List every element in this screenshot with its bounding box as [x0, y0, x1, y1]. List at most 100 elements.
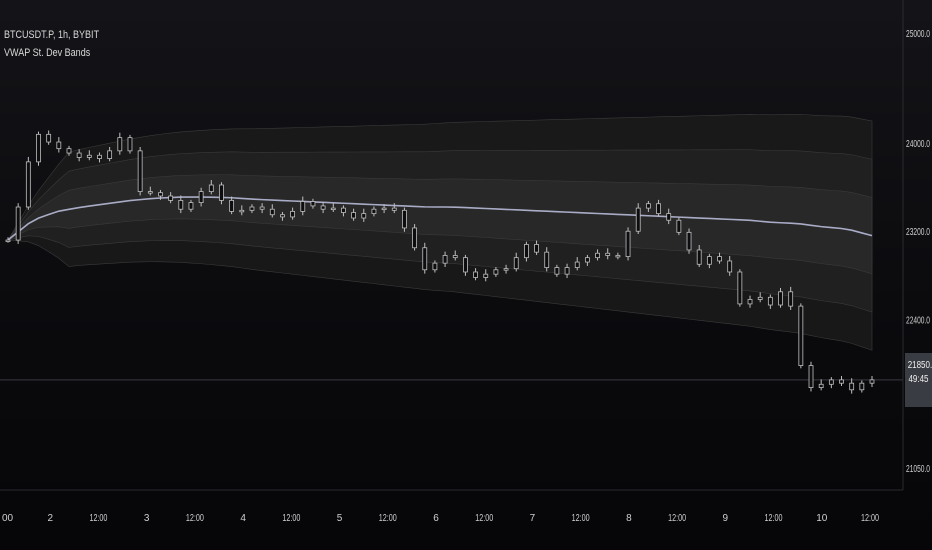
- candle-body: [625, 230, 631, 257]
- candle-body: [432, 262, 438, 271]
- candle-body: [656, 203, 661, 215]
- candle-body: [15, 206, 21, 241]
- candle-body: [686, 231, 692, 251]
- candle-body: [635, 207, 641, 232]
- candle-body: [452, 255, 458, 259]
- time-axis[interactable]: 00 2 12:00 3 12:00 4 12:00 5 12:00 6 12:00 7 12:00 8 1…: [2, 513, 879, 524]
- candle-body: [808, 365, 814, 388]
- candle-body: [249, 206, 255, 211]
- candle-body: [412, 227, 417, 249]
- vwap-line-group: [7, 196, 873, 241]
- candle-body: [696, 249, 702, 265]
- chart-legend: BTCUSDT.P, 1h, BYBIT VWAP St. Dev Bands: [4, 26, 99, 62]
- candle-body: [168, 195, 174, 201]
- candle-body: [666, 213, 672, 221]
- candle-body: [239, 209, 245, 213]
- time-tick-label: 9: [723, 513, 729, 524]
- candle-body: [147, 191, 153, 194]
- candle-body: [828, 379, 834, 385]
- candle-body: [513, 257, 519, 270]
- candle-body: [503, 268, 509, 271]
- time-tick-label: 8: [626, 513, 632, 524]
- candle-body: [554, 267, 560, 275]
- candle-body: [310, 201, 316, 207]
- time-tick-label: 12:00: [765, 513, 783, 524]
- time-tick-label: 00: [2, 513, 14, 524]
- candle-body: [361, 213, 367, 219]
- candle-body: [859, 382, 865, 391]
- candle-body: [595, 252, 600, 259]
- price-tick-label: 25000.0: [906, 29, 930, 40]
- time-tick-label: 12:00: [572, 513, 590, 524]
- candle-body: [839, 379, 844, 384]
- candle-body: [544, 251, 550, 268]
- candle-body: [422, 247, 428, 271]
- std-dev-bands: [7, 114, 873, 351]
- candle-body: [747, 299, 753, 305]
- time-tick-label: 4: [240, 513, 246, 524]
- candle-body: [717, 256, 722, 262]
- candle-body: [676, 219, 682, 233]
- time-tick-label: 12:00: [282, 513, 300, 524]
- candle-body: [767, 296, 773, 306]
- candle-body: [442, 255, 448, 264]
- candle-body: [137, 150, 143, 192]
- time-tick-label: 3: [144, 513, 150, 524]
- price-candles: [5, 130, 875, 394]
- indicator-label: VWAP St. Dev Bands: [4, 47, 91, 59]
- time-tick-label: 10: [816, 513, 828, 524]
- candle-body: [158, 192, 163, 197]
- candle-body: [402, 209, 407, 229]
- candle-body: [351, 212, 357, 219]
- candle-body: [849, 382, 855, 391]
- candle-body: [280, 214, 285, 218]
- candle-body: [300, 201, 306, 212]
- price-tick-label: 21050.0: [906, 464, 930, 475]
- candle-body: [86, 154, 92, 158]
- candle-body: [178, 200, 184, 210]
- candle-body: [645, 203, 651, 209]
- time-tick-label: 12:00: [475, 513, 493, 524]
- candle-body: [188, 202, 194, 210]
- current-price-value: 21850.0: [907, 360, 932, 371]
- time-tick-label: 12:00: [668, 513, 686, 524]
- candle-body: [818, 383, 824, 388]
- bar-countdown: 49:45: [908, 374, 929, 385]
- candle-body: [5, 239, 11, 242]
- candle-body: [66, 148, 72, 154]
- candle-body: [493, 269, 499, 275]
- candle-body: [25, 161, 31, 208]
- candle-body: [107, 150, 113, 159]
- candle-body: [97, 154, 102, 159]
- candle-body: [706, 256, 712, 265]
- candle-body: [127, 137, 133, 152]
- current-price-badge: 21850.0 49:45: [905, 353, 932, 407]
- vwap-line: [7, 196, 873, 241]
- candle-body: [208, 184, 214, 192]
- candle-body: [737, 271, 743, 305]
- time-tick-label: 6: [433, 513, 439, 524]
- candle-body: [56, 141, 62, 150]
- candle-body: [371, 208, 377, 215]
- time-tick-label: 7: [530, 513, 536, 524]
- time-tick-label: 5: [337, 513, 343, 524]
- candle-body: [574, 261, 580, 268]
- time-tick-label: 2: [47, 513, 53, 524]
- candle-body: [534, 244, 539, 253]
- candle-body: [564, 267, 570, 275]
- candle-body: [46, 133, 52, 143]
- time-tick-label: 12:00: [186, 513, 204, 524]
- price-tick-label: 23200.0: [906, 227, 930, 238]
- candle-body: [615, 255, 621, 258]
- price-tick-label: 24000.0: [906, 139, 930, 150]
- candle-body: [778, 291, 783, 306]
- candle-body: [76, 152, 82, 158]
- candle-body: [259, 206, 265, 210]
- candle-body: [483, 273, 489, 278]
- candle-body: [788, 291, 794, 307]
- candle-body: [391, 207, 397, 211]
- candle-body: [757, 296, 763, 300]
- price-axis[interactable]: 25000.0 24000.0 23200.0 22400.0 21050.0: [906, 29, 930, 475]
- time-tick-label: 12:00: [379, 513, 397, 524]
